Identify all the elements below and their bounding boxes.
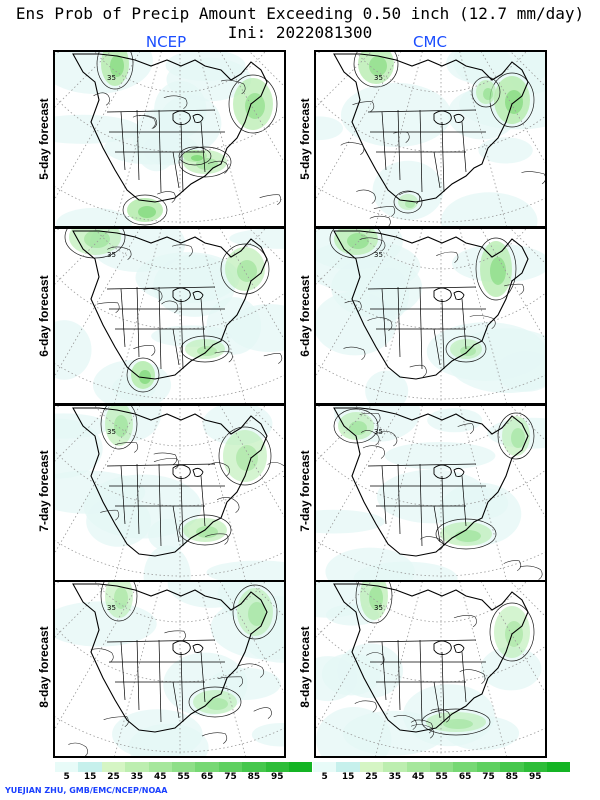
column-header-cmc: CMC <box>413 33 447 51</box>
colorbar-swatch <box>429 762 454 772</box>
map-canvas: 35 <box>55 229 284 403</box>
row-label-day7-right: 7-day forecast <box>298 450 312 532</box>
colorbar-swatch <box>195 762 219 772</box>
contour-label: 35 <box>107 251 116 259</box>
credit-text: YUEJIAN ZHU, GMB/EMC/NCEP/NOAA <box>5 786 168 795</box>
colorbar-tick-label: 65 <box>200 772 214 782</box>
map-panel-ncep-day6: 35 <box>53 227 286 405</box>
colorbar-tick-label: 5 <box>321 772 328 782</box>
colorbar-swatch <box>265 762 289 772</box>
init-time: Ini: 2022081300 <box>227 23 373 42</box>
map-canvas: 35 <box>316 406 545 580</box>
colorbar-tick-label: 85 <box>505 772 519 782</box>
row-label-day8-left: 8-day forecast <box>37 626 51 708</box>
chart-title: Ens Prob of Precip Amount Exceeding 0.50… <box>15 4 585 23</box>
colorbar-swatch <box>383 762 407 772</box>
map-canvas: 35 <box>316 229 545 403</box>
colorbar-swatch <box>523 762 547 772</box>
contour-label: 35 <box>107 74 116 82</box>
colorbar-swatch <box>171 762 196 772</box>
colorbar-swatch <box>242 762 266 772</box>
map-panel-ncep-day5: 35 <box>53 50 286 228</box>
colorbar-swatch <box>125 762 149 772</box>
contour-label: 35 <box>107 428 116 436</box>
map-panel-ncep-day8: 35 <box>53 580 286 758</box>
colorbar-swatch <box>55 762 79 772</box>
colorbar-cmc <box>313 762 571 772</box>
colorbar-tick-label: 65 <box>458 772 472 782</box>
colorbar-swatch <box>101 762 126 772</box>
colorbar-swatch <box>218 762 243 772</box>
colorbar-tick-label: 85 <box>247 772 261 782</box>
colorbar-tick-label: 35 <box>130 772 144 782</box>
contour-label: 35 <box>374 251 383 259</box>
map-panel-ncep-day7: 35 <box>53 404 286 582</box>
contour-label: 35 <box>374 604 383 612</box>
row-label-day7-left: 7-day forecast <box>37 450 51 532</box>
colorbar-swatch <box>148 762 172 772</box>
colorbar-swatch <box>453 762 477 772</box>
contour-label: 35 <box>374 74 383 82</box>
colorbar-swatch <box>359 762 384 772</box>
map-panel-cmc-day5: 35 <box>314 50 547 228</box>
row-label-day5-right: 5-day forecast <box>298 98 312 180</box>
colorbar-tick-label: 25 <box>365 772 378 782</box>
colorbar-tick-label: 15 <box>341 772 355 782</box>
colorbar-tick-label: 75 <box>482 772 495 782</box>
row-label-day6-left: 6-day forecast <box>37 275 51 357</box>
map-canvas: 35 <box>316 52 545 226</box>
colorbar-tick-label: 15 <box>83 772 97 782</box>
map-canvas: 35 <box>55 52 284 226</box>
colorbar-tick-label: 5 <box>63 772 70 782</box>
colorbar-tick-label: 35 <box>388 772 402 782</box>
colorbar-tick-label: 45 <box>154 772 167 782</box>
colorbar-tick-label: 25 <box>107 772 120 782</box>
row-label-day5-left: 5-day forecast <box>37 98 51 180</box>
colorbar-ncep <box>55 762 313 772</box>
colorbar-tick-label: 95 <box>271 772 284 782</box>
colorbar-swatch <box>78 762 102 772</box>
map-panel-cmc-day7: 35 <box>314 404 547 582</box>
contour-label: 35 <box>107 604 116 612</box>
map-canvas: 35 <box>55 406 284 580</box>
colorbar-labels-cmc: 5 15 25 35 45 55 65 75 85 95 <box>313 772 570 784</box>
colorbar-tick-label: 95 <box>529 772 542 782</box>
map-panel-cmc-day6: 35 <box>314 227 547 405</box>
colorbar-swatch <box>546 762 571 772</box>
colorbar-swatch <box>406 762 430 772</box>
row-label-day6-right: 6-day forecast <box>298 275 312 357</box>
colorbar-tick-label: 55 <box>435 772 448 782</box>
colorbar-tick-label: 55 <box>177 772 190 782</box>
colorbar-labels-ncep: 5 15 25 35 45 55 65 75 85 95 <box>55 772 312 784</box>
colorbar-swatch <box>500 762 524 772</box>
colorbar-swatch <box>288 762 313 772</box>
column-header-ncep: NCEP <box>145 33 187 51</box>
colorbar-swatch <box>336 762 360 772</box>
map-panel-cmc-day8: 35 <box>314 580 547 758</box>
colorbar-swatch <box>313 762 337 772</box>
map-canvas: 35 <box>316 582 545 756</box>
colorbar-swatch <box>476 762 501 772</box>
colorbar-tick-label: 45 <box>412 772 425 782</box>
colorbar-tick-label: 75 <box>224 772 237 782</box>
map-canvas: 35 <box>55 582 284 756</box>
row-label-day8-right: 8-day forecast <box>298 626 312 708</box>
contour-label: 35 <box>374 428 383 436</box>
